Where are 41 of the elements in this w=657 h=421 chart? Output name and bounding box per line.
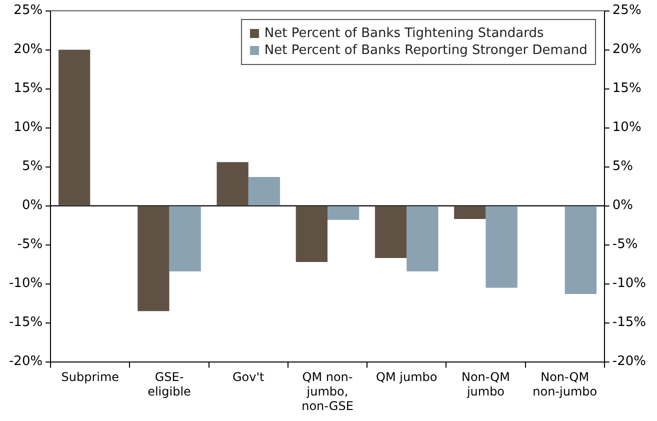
bar — [248, 176, 280, 206]
y-tick-label: -5% — [17, 237, 43, 252]
y2-tick-label: -20% — [612, 354, 646, 370]
bar — [328, 206, 360, 220]
bar — [58, 50, 90, 206]
x-tick-label: Gov't — [232, 370, 265, 384]
y2-tick-label: 10% — [612, 120, 642, 136]
y2-tick-label: -5% — [612, 237, 638, 252]
legend-label: Net Percent of Banks Tightening Standards — [264, 26, 544, 41]
y-tick-label: 5% — [22, 159, 43, 174]
x-tick-label: QM jumbo — [376, 370, 438, 384]
x-tick-label: Subprime — [61, 370, 120, 384]
bar — [486, 206, 518, 288]
x-tick-label: Non-QM non-jumbo — [532, 370, 598, 399]
y-tick-label: 10% — [14, 120, 43, 136]
bar — [406, 206, 438, 272]
x-tick-label: QM non-jumbo, non-GSE — [302, 370, 354, 413]
x-tick-label: Non-QM jumbo — [461, 370, 510, 399]
bar — [564, 206, 597, 294]
y-tick-label: -15% — [8, 315, 43, 330]
bar — [169, 206, 201, 272]
y2-tick-label: 20% — [612, 42, 642, 58]
y-tick-label: -10% — [8, 276, 43, 292]
bar — [216, 162, 248, 206]
y2-tick-label: 5% — [612, 159, 634, 174]
bar — [138, 206, 170, 312]
y2-tick-label: 15% — [612, 81, 642, 96]
y2-tick-label: 0% — [612, 198, 634, 214]
y-tick-label: -20% — [8, 354, 43, 370]
y-tick-label: 20% — [14, 42, 43, 58]
y2-tick-label: 25% — [612, 3, 642, 18]
bar — [374, 206, 407, 258]
y-tick-label: 25% — [14, 3, 43, 18]
y-tick-label: 15% — [14, 81, 43, 96]
y2-tick-label: -15% — [612, 315, 646, 330]
bar — [454, 206, 486, 220]
legend-label: Net Percent of Banks Reporting Stronger Demand — [264, 42, 588, 58]
y-tick-label: 0% — [22, 198, 43, 214]
bar — [296, 206, 328, 262]
x-tick-label: GSE-eligible — [148, 370, 191, 399]
y2-tick-label: -10% — [612, 276, 646, 292]
